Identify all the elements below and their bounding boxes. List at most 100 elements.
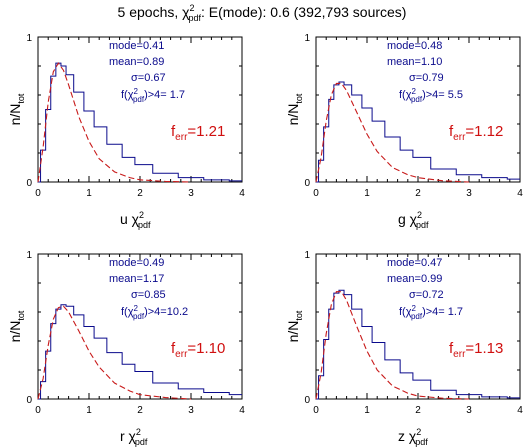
panel-u-ferr: ferr=1.21 [171,123,225,143]
ferr-f: f [171,340,176,357]
panel-g-stat-sigma: σ=0.79 [409,72,444,84]
panel-z-ferr: ferr=1.13 [449,340,503,360]
figure-title-prefix: 5 epochs, [118,4,183,20]
ferr-value: =1.10 [187,340,225,357]
panel-z-stat-frac: f(χ2 pdf)>4= 1.7 [399,304,463,321]
x-tick-label: 2 [415,188,421,199]
panel-u-stat-sigma: σ=0.67 [131,72,166,84]
x-tick-label: 4 [239,405,245,416]
panel-g-stat-frac: f(χ2 pdf)>4= 5.5 [399,87,463,104]
panel-z-model-curve [315,291,470,400]
panel-g-ylabel-main: n/N [285,104,301,126]
panel-z-stat-mode: mode=0.47 [387,257,442,269]
x-tick-label: 3 [188,405,194,416]
panel-r-ferr: ferr=1.10 [171,340,225,360]
panel-z-ylabel-sub: tot [294,310,304,321]
y-tick-label: 1 [304,250,310,261]
panel-z-ylabel: n/Ntot [285,310,304,342]
panel-z-histogram [316,289,520,400]
y-tick-label: 1 [26,33,32,44]
panel-r-stat-mode: mode=0.49 [109,257,164,269]
band-label: r χ [120,428,137,444]
panel-g-ferr: ferr=1.12 [449,123,503,143]
x-tick-label: 0 [313,405,319,416]
y-tick-label: 1 [26,250,32,261]
band-label: u χ [120,211,140,227]
ferr-sub: err [453,132,466,143]
panel-g-model-curve [315,82,470,183]
panel-g-ylabel-sub: tot [294,93,304,104]
panel-r-stat-sigma: σ=0.85 [131,289,166,301]
figure-title-chi: χ [182,4,190,20]
panel-r-ylabel-main: n/N [7,321,23,343]
y-tick-label: 0 [26,178,32,189]
x-tick-label: 2 [415,405,421,416]
x-tick-label: 1 [364,405,370,416]
panel-g-ylabel: n/Ntot [285,93,304,125]
figure-title: 5 epochs, χ2 pdf: E(mode): 0.6 (392,793 s… [118,3,407,23]
panel-g-stat-mode: mode=0.48 [387,40,442,52]
x-tick-label: 0 [35,405,41,416]
xlabel-sub: pdf [416,220,429,230]
xlabel-sup: 2 [417,210,422,220]
figure-title-sub: pdf [189,13,202,23]
y-tick-label: 0 [304,395,310,406]
y-tick-label: 1 [304,33,310,44]
ferr-sub: err [175,132,188,143]
panel-u-model-curve [37,62,192,183]
panel-u-ylabel: n/Ntot [7,93,26,125]
xlabel-sub: pdf [138,220,151,230]
panel-u-stat-frac: f(χ2 pdf)>4= 1.7 [121,87,185,104]
panel-g-stat-mean: mean=1.10 [387,56,442,68]
ferr-value: =1.12 [465,123,503,140]
panel-u-ylabel-sub: tot [16,93,26,104]
xlabel-sub: pdf [415,437,428,447]
panel-r-ylabel-sub: tot [16,310,26,321]
band-label: z χ [398,428,417,444]
x-tick-label: 4 [517,405,523,416]
xlabel-sup: 2 [136,427,141,437]
ferr-value: =1.21 [187,123,225,140]
x-tick-label: 3 [188,188,194,199]
panel-z-xlabel: z χ2 pdf [398,427,428,447]
panel-u-xlabel: u χ2 pdf [120,210,151,230]
panel-u-ylabel-main: n/N [7,104,23,126]
x-tick-label: 3 [466,188,472,199]
panel-u-stat-mean: mean=0.89 [109,56,164,68]
y-tick-label: 0 [26,395,32,406]
panel-r-histogram [38,304,242,400]
panel-g-xlabel: g χ2 pdf [398,210,429,230]
panel-r-model-curve [37,305,192,400]
band-label: g χ [398,211,418,227]
panel-r-ylabel: n/Ntot [7,310,26,342]
xlabel-sup: 2 [139,210,144,220]
x-tick-label: 0 [35,188,41,199]
ferr-sub: err [175,349,188,360]
panel-z-ylabel-main: n/N [285,321,301,343]
panel-r-xlabel: r χ2 pdf [120,427,148,447]
x-tick-label: 2 [137,405,143,416]
panel-r-stat-mean: mean=1.17 [109,273,164,285]
ferr-f: f [449,340,454,357]
x-tick-label: 1 [364,188,370,199]
xlabel-sub: pdf [135,437,148,447]
panel-z-stat-mean: mean=0.99 [387,273,442,285]
panel-u-histogram [38,62,242,183]
panel-r-stat-frac: f(χ2 pdf)>4=10.2 [121,304,188,321]
x-tick-label: 2 [137,188,143,199]
x-tick-label: 3 [466,405,472,416]
ferr-sub: err [453,349,466,360]
y-tick-label: 0 [304,178,310,189]
panel-u-stat-mode: mode=0.41 [109,40,164,52]
x-tick-label: 1 [86,188,92,199]
panel-g-histogram [316,81,520,183]
figure-title-sup: 2 [190,3,195,13]
x-tick-label: 4 [517,188,523,199]
figure-title-suffix: : E(mode): 0.6 (392,793 sources) [201,4,406,20]
